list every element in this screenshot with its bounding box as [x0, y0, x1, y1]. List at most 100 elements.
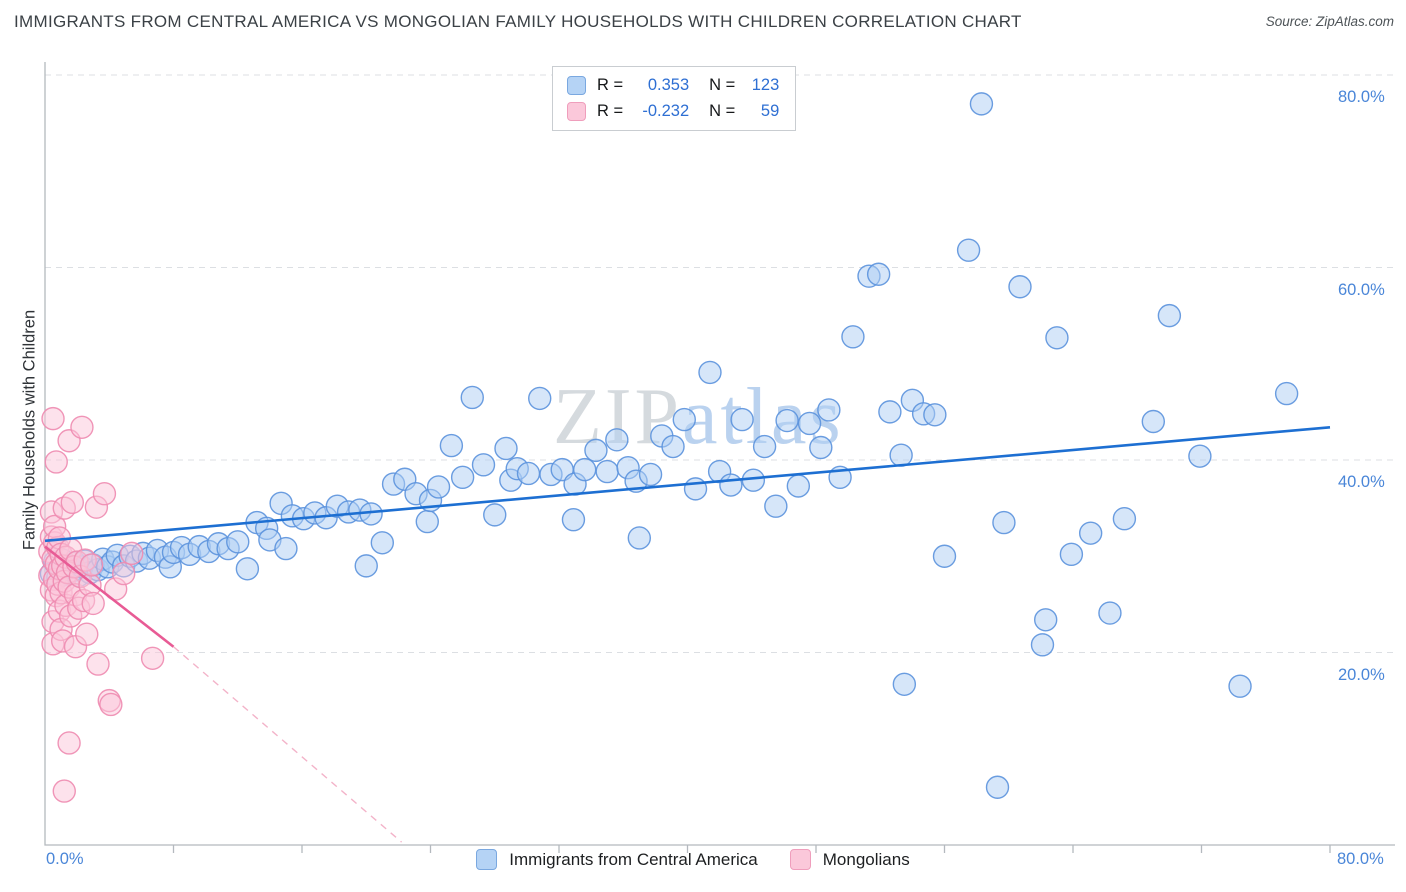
scatter-point-central-america: [483, 503, 507, 527]
scatter-point-central-america: [661, 434, 685, 459]
scatter-point-central-america: [354, 554, 378, 578]
scatter-point-mongolians: [79, 553, 104, 577]
scatter-point-central-america: [923, 403, 947, 427]
scatter-point-central-america: [1008, 275, 1032, 299]
scatter-point-central-america: [809, 435, 833, 460]
legend-swatch-central-america: [476, 849, 498, 870]
scatter-point-central-america: [1157, 303, 1182, 328]
scatter-point-central-america: [985, 775, 1010, 799]
scatter-point-central-america: [471, 453, 496, 477]
scatter-point-central-america: [1033, 608, 1058, 632]
scatter-point-mongolians: [112, 561, 136, 586]
r-label: R =: [597, 76, 624, 94]
scatter-point-central-america: [226, 530, 250, 554]
scatter-point-central-america: [638, 462, 663, 487]
scatter-point-central-america: [672, 407, 696, 432]
chart-title: IMMIGRANTS FROM CENTRAL AMERICA VS MONGO…: [14, 12, 1022, 31]
scatter-point-central-america: [605, 428, 629, 452]
scatter-point-central-america: [866, 262, 891, 286]
scatter-point-central-america: [426, 475, 451, 499]
scatter-point-central-america: [595, 459, 619, 484]
scatter-point-central-america: [992, 510, 1016, 535]
scatter-point-central-america: [561, 507, 586, 532]
scatter-point-central-america: [494, 436, 518, 461]
scatter-point-mongolians: [99, 692, 123, 717]
scatter-point-central-america: [627, 526, 652, 550]
scatter-point-mongolians: [70, 415, 94, 439]
r-value-central-america: 0.353: [647, 76, 690, 94]
r-value-mongolians: -0.232: [642, 102, 690, 120]
scatter-point-mongolians: [57, 731, 81, 755]
scatter-point-central-america: [698, 360, 722, 385]
x-tick-min: 0.0%: [46, 850, 84, 868]
scatter-point-central-america: [764, 494, 788, 518]
scatter-point-central-america: [878, 400, 902, 424]
scatter-point-central-america: [683, 477, 708, 501]
y-tick-60: 60.0%: [1338, 281, 1385, 299]
legend-label-mongolians: Mongolians: [822, 849, 910, 869]
scatter-point-central-america: [932, 544, 957, 568]
scatter-point-central-america: [584, 438, 608, 463]
scatter-point-central-america: [730, 407, 754, 432]
scatter-point-central-america: [956, 238, 981, 262]
central-america-trend: [44, 425, 1331, 543]
scatter-point-central-america: [1059, 542, 1084, 567]
legend-label-central-america: Immigrants from Central America: [509, 849, 758, 869]
n-label: N =: [709, 102, 736, 120]
scatter-point-mongolians: [120, 541, 144, 566]
n-value-central-america: 123: [751, 76, 780, 94]
scatter-point-central-america: [889, 443, 913, 467]
scatter-point-central-america: [817, 398, 841, 422]
scatter-point-central-america: [528, 386, 552, 411]
scatter-point-central-america: [1030, 633, 1055, 657]
scatter-point-mongolians: [86, 652, 110, 676]
scatter-point-mongolians: [60, 490, 85, 515]
scatter-point-central-america: [719, 473, 743, 497]
source-link[interactable]: Source: ZipAtlas.com: [1265, 14, 1394, 29]
scatter-point-central-america: [573, 457, 597, 482]
scatter-point-central-america: [516, 461, 541, 486]
scatter-point-mongolians: [44, 450, 68, 474]
mongolians-swatch: [567, 102, 586, 121]
n-label: N =: [709, 76, 736, 94]
scatter-point-central-america: [1112, 507, 1137, 531]
scatter-point-central-america: [1274, 381, 1299, 406]
scatter-point-central-america: [1188, 444, 1212, 468]
x-tick-max: 80.0%: [1337, 850, 1384, 868]
y-tick-80: 80.0%: [1338, 88, 1385, 106]
scatter-point-mongolians: [52, 779, 76, 803]
scatter-point-central-america: [415, 509, 439, 534]
legend-swatch-mongolians: [789, 849, 811, 870]
scatter-point-central-america: [1141, 409, 1166, 434]
scatter-point-central-america: [786, 474, 811, 498]
scatter-point-central-america: [235, 557, 260, 581]
scatter-point-central-america: [892, 672, 917, 696]
scatter-point-central-america: [1098, 601, 1122, 625]
central-america-swatch: [567, 76, 586, 95]
scatter-point-central-america: [752, 434, 777, 459]
scatter-point-central-america: [841, 325, 865, 349]
scatter-point-mongolians: [81, 591, 105, 616]
scatter-point-mongolians: [41, 406, 65, 431]
correlation-row-central-america: R = 0.353 N = 123: [567, 76, 779, 95]
bottom-legend: Immigrants from Central America Mongolia…: [0, 849, 1406, 870]
correlation-row-mongolians: R = -0.232 N = 59: [567, 102, 779, 121]
correlation-legend: R = 0.353 N = 123 R = -0.232 N = 59: [552, 66, 797, 131]
y-tick-20: 20.0%: [1338, 666, 1385, 684]
scatter-point-central-america: [775, 408, 799, 433]
scatter-point-central-america: [969, 92, 994, 116]
scatter-point-central-america: [1078, 521, 1103, 545]
mongolians-trend-extrapolated: [173, 646, 403, 843]
scatter-point-central-america: [460, 385, 484, 410]
scatter-point-central-america: [450, 465, 475, 490]
n-value-mongolians: 59: [760, 102, 780, 120]
y-tick-40: 40.0%: [1338, 473, 1385, 491]
scatter-point-mongolians: [92, 481, 117, 506]
scatter-point-central-america: [797, 411, 822, 436]
mongolians-trend: [44, 545, 175, 648]
scatter-point-central-america: [1228, 674, 1252, 698]
scatter-point-mongolians: [75, 622, 99, 646]
scatter-point-central-america: [1045, 326, 1069, 350]
